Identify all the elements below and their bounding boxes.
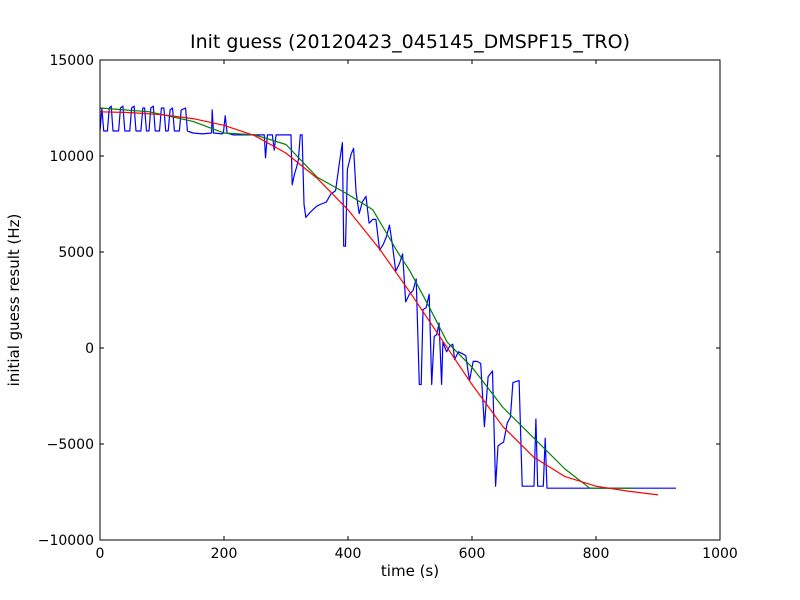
ticks-layer: 0 200 400 600 800 1000 −10000 −5000 0 5000 10000 15…	[38, 53, 738, 562]
series-line-3	[100, 111, 659, 496]
x-tick-label: 200	[211, 546, 238, 562]
y-tick-label: 5000	[58, 245, 94, 261]
chart-title: Init guess (20120423_045145_DMSPF15_TRO)	[190, 31, 630, 53]
x-tick-label: 600	[459, 546, 486, 562]
x-tick-label: 0	[96, 546, 105, 562]
x-tick-label: 800	[583, 546, 610, 562]
series-layer	[100, 105, 676, 496]
x-tick-label: 1000	[702, 546, 738, 562]
x-tick-label: 400	[335, 546, 362, 562]
series-line-1	[100, 105, 676, 489]
y-tick-label: 10000	[49, 149, 94, 165]
y-tick-label: −5000	[47, 437, 94, 453]
y-tick-label: 0	[85, 341, 94, 357]
x-axis-label: time (s)	[381, 562, 439, 580]
y-tick-label: 15000	[49, 53, 94, 69]
y-axis-label: initial guess result (Hz)	[5, 214, 23, 387]
y-tick-label: −10000	[38, 533, 94, 549]
axes-frame	[99, 59, 721, 541]
series-line-2	[100, 107, 634, 489]
